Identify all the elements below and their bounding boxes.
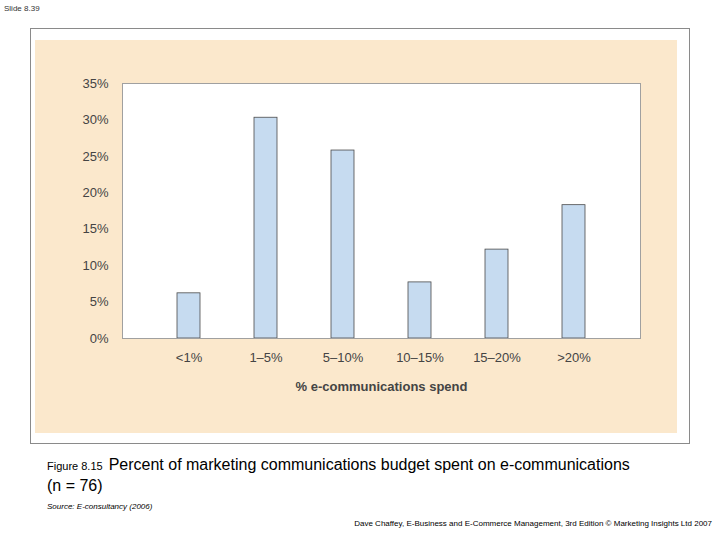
svg-text:1–5%: 1–5% xyxy=(249,350,283,365)
html-text:Figure 8.15 Percent of marketi: Figure 8.15 Percent of marketing communi… xyxy=(47,456,630,473)
svg-text:>20%: >20% xyxy=(557,350,591,365)
svg-text:15%: 15% xyxy=(82,221,108,236)
svg-text:% e-communications spend: % e-communications spend xyxy=(296,379,468,394)
html-text:Slide 8.39: Slide 8.39 xyxy=(4,4,40,13)
svg-text:10–15%: 10–15% xyxy=(396,350,444,365)
html-text:Source: E-consultancy (2006): Source: E-consultancy (2006) xyxy=(47,502,153,511)
svg-text:0%: 0% xyxy=(90,331,109,346)
svg-text:25%: 25% xyxy=(82,149,108,164)
html-text:(n = 76): (n = 76) xyxy=(47,477,103,494)
svg-text:5%: 5% xyxy=(90,294,109,309)
svg-text:35%: 35% xyxy=(82,76,108,91)
svg-text:5–10%: 5–10% xyxy=(323,350,364,365)
svg-text:15–20%: 15–20% xyxy=(473,350,521,365)
html-text:Dave Chaffey, E-Business and E: Dave Chaffey, E-Business and E-Commerce … xyxy=(354,519,712,528)
svg-text:20%: 20% xyxy=(82,185,108,200)
svg-text:30%: 30% xyxy=(82,112,108,127)
svg-text:10%: 10% xyxy=(82,258,108,273)
svg-text:<1%: <1% xyxy=(176,350,203,365)
